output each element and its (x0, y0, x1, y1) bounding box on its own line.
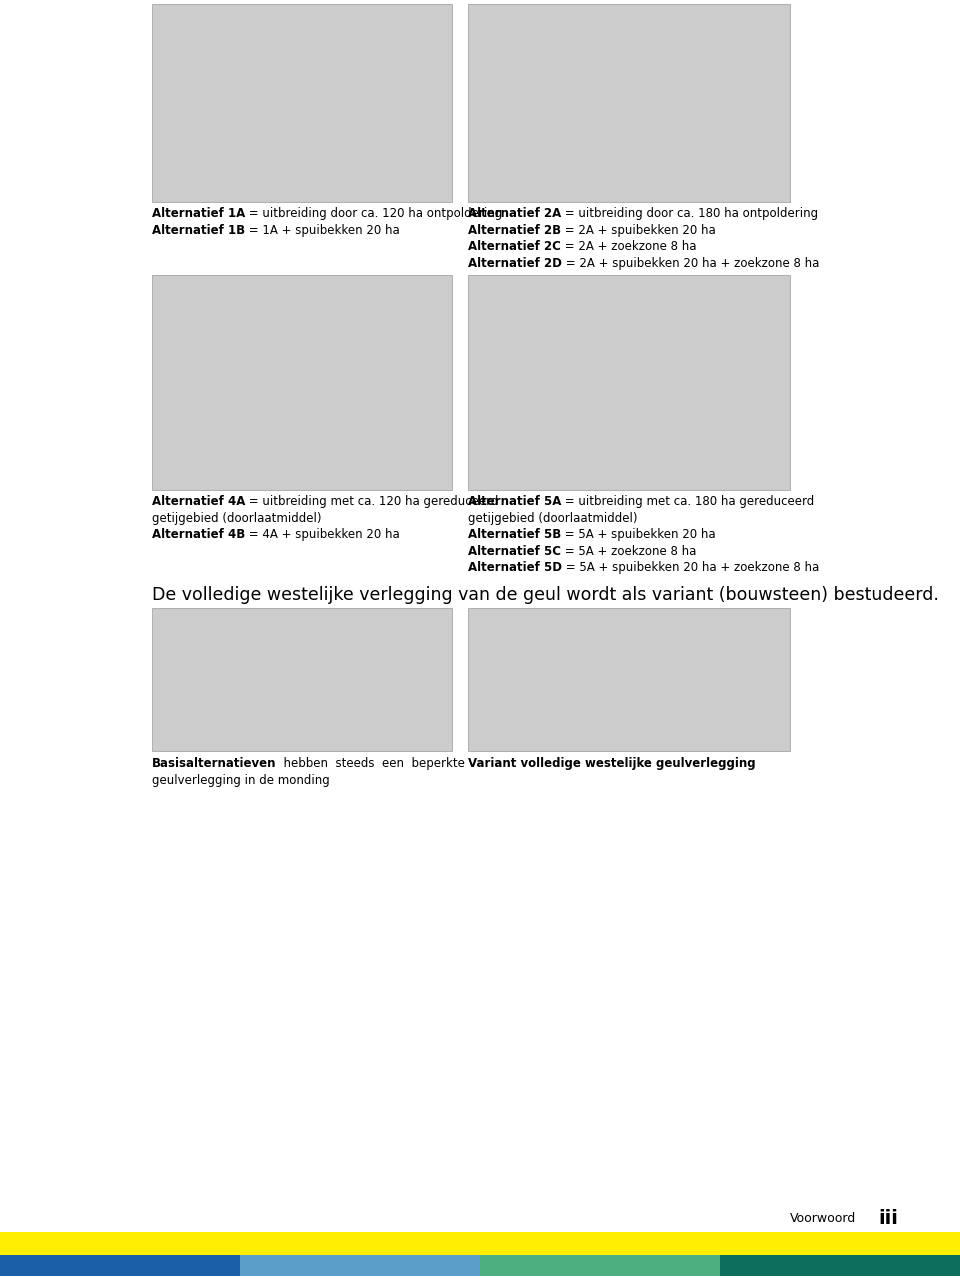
Bar (152, 4, 452, 202)
Text: = uitbreiding met ca. 120 ha gereduceerd: = uitbreiding met ca. 120 ha gereduceerd (246, 495, 499, 508)
Text: = 2A + spuibekken 20 ha + zoekzone 8 ha: = 2A + spuibekken 20 ha + zoekzone 8 ha (562, 256, 819, 269)
Text: getijgebied (doorlaatmiddel): getijgebied (doorlaatmiddel) (152, 512, 322, 524)
Text: hebben  steeds  een  beperkte: hebben steeds een beperkte (276, 757, 466, 769)
Text: Alternatief 4B: Alternatief 4B (152, 528, 245, 541)
Bar (240, 1256, 480, 1276)
Text: = 2A + zoekzone 8 ha: = 2A + zoekzone 8 ha (561, 240, 696, 253)
Text: = uitbreiding met ca. 180 ha gereduceerd: = uitbreiding met ca. 180 ha gereduceerd (562, 495, 815, 508)
Bar (480, 1256, 720, 1276)
Text: = 1A + spuibekken 20 ha: = 1A + spuibekken 20 ha (245, 223, 400, 236)
Text: Alternatief 4A: Alternatief 4A (152, 495, 246, 508)
Text: Alternatief 5D: Alternatief 5D (468, 561, 562, 574)
Bar (468, 4, 790, 202)
Text: De volledige westelijke verlegging van de geul wordt als variant (bouwsteen) bes: De volledige westelijke verlegging van d… (152, 586, 939, 604)
Text: = 4A + spuibekken 20 ha: = 4A + spuibekken 20 ha (245, 528, 400, 541)
Text: = uitbreiding door ca. 120 ha ontpoldering: = uitbreiding door ca. 120 ha ontpolderi… (245, 207, 502, 219)
Text: Alternatief 2A: Alternatief 2A (468, 207, 562, 219)
Bar (468, 276, 790, 490)
Text: = 5A + spuibekken 20 ha + zoekzone 8 ha: = 5A + spuibekken 20 ha + zoekzone 8 ha (562, 561, 819, 574)
Text: Variant volledige westelijke geulverlegging: Variant volledige westelijke geulverlegg… (468, 757, 756, 769)
Text: Alternatief 1A: Alternatief 1A (152, 207, 245, 219)
Text: getijgebied (doorlaatmiddel): getijgebied (doorlaatmiddel) (468, 512, 637, 524)
Bar (152, 276, 452, 490)
Text: Alternatief 5A: Alternatief 5A (468, 495, 562, 508)
Text: Voorwoord: Voorwoord (790, 1211, 856, 1225)
Bar (0, 1256, 240, 1276)
Text: Alternatief 2D: Alternatief 2D (468, 256, 562, 269)
Text: Alternatief 1B: Alternatief 1B (152, 223, 245, 236)
Text: iii: iii (878, 1208, 898, 1228)
Text: = 5A + zoekzone 8 ha: = 5A + zoekzone 8 ha (561, 545, 696, 558)
Bar (720, 1256, 960, 1276)
Text: = uitbreiding door ca. 180 ha ontpoldering: = uitbreiding door ca. 180 ha ontpolderi… (562, 207, 818, 219)
Text: = 2A + spuibekken 20 ha: = 2A + spuibekken 20 ha (562, 223, 716, 236)
Text: Alternatief 2B: Alternatief 2B (468, 223, 562, 236)
Bar (0, 1233, 960, 1256)
Bar (152, 607, 452, 752)
Text: = 5A + spuibekken 20 ha: = 5A + spuibekken 20 ha (562, 528, 716, 541)
Text: Alternatief 2C: Alternatief 2C (468, 240, 561, 253)
Bar (468, 607, 790, 752)
Text: geulverlegging in de monding: geulverlegging in de monding (152, 773, 329, 786)
Text: Alternatief 5B: Alternatief 5B (468, 528, 562, 541)
Text: Basisalternatieven: Basisalternatieven (152, 757, 276, 769)
Text: Alternatief 5C: Alternatief 5C (468, 545, 561, 558)
